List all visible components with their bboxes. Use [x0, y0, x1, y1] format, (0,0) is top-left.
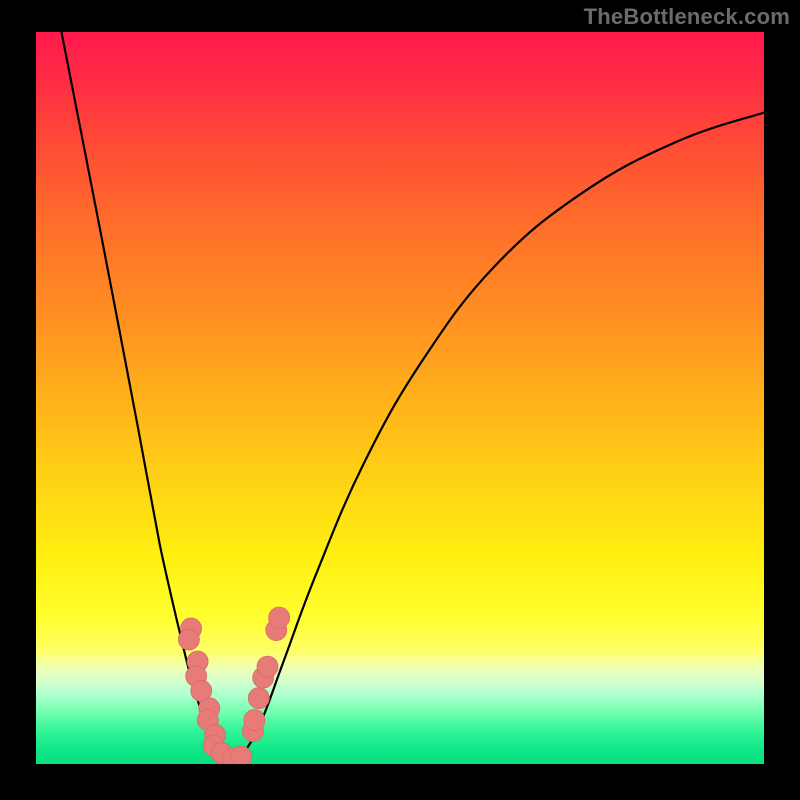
- marker-dot: [248, 688, 269, 709]
- marker-dot: [269, 607, 290, 628]
- marker-dot: [178, 629, 199, 650]
- marker-dot: [244, 710, 265, 731]
- chart-root: TheBottleneck.com: [0, 0, 800, 800]
- marker-dot: [257, 656, 278, 677]
- plot-area: [36, 32, 764, 764]
- watermark-text: TheBottleneck.com: [584, 4, 790, 30]
- curve-layer: [36, 32, 764, 764]
- marker-group: [178, 607, 289, 764]
- curve-right-branch: [229, 113, 764, 764]
- marker-dot: [231, 746, 252, 764]
